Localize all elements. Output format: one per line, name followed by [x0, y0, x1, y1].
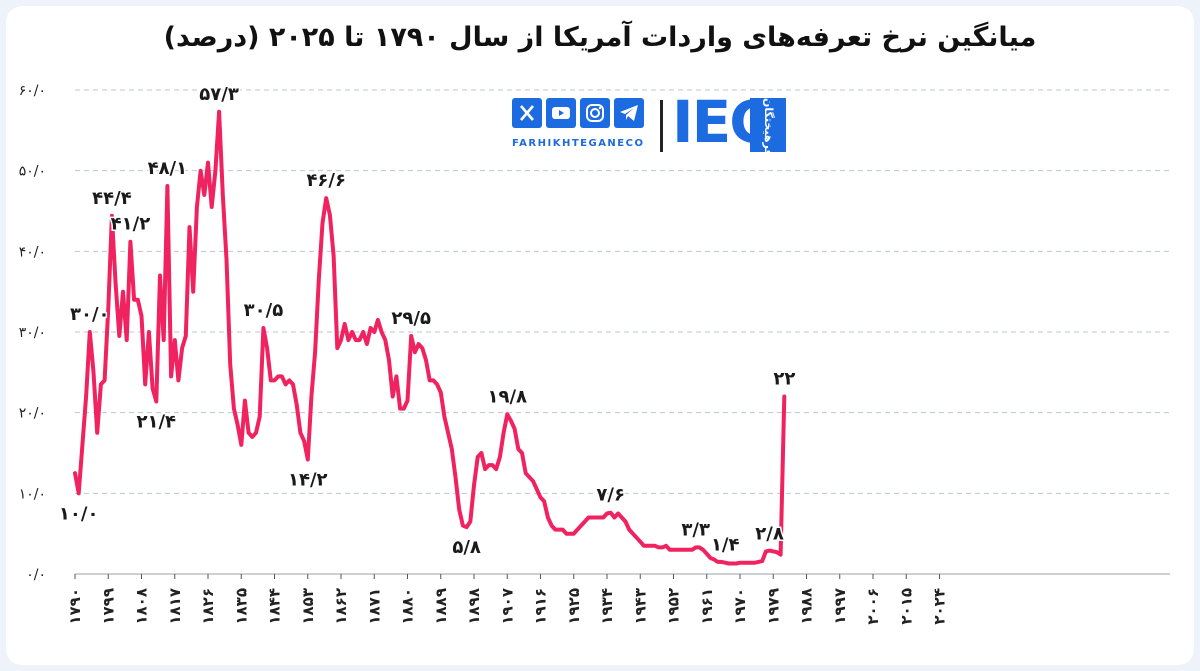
- x-tick-label: ۱۸۱۷: [166, 588, 184, 625]
- y-tick-label: ۰/۰: [26, 567, 46, 583]
- x-tick-label: ۱۹۰۷: [498, 588, 516, 625]
- youtube-icon[interactable]: [546, 98, 576, 128]
- brand-logo: FARHIKHTEGANECO IEC فرهیختگان: [512, 92, 792, 158]
- y-axis-ticks: ۰/۰ ۱۰/۰ ۲۰/۰ ۳۰/۰ ۴۰/۰ ۵۰/۰ ۶۰/۰: [19, 83, 46, 583]
- y-tick-label: ۱۰/۰: [19, 486, 46, 502]
- x-tick-label: ۱۹۶۱: [698, 588, 716, 625]
- chart-title: میانگین نرخ تعرفه‌های واردات آمریکا از س…: [163, 22, 1037, 53]
- data-label: ۷/۶: [596, 485, 625, 506]
- data-label: ۴۸/۱: [148, 158, 188, 179]
- data-labels: ۱۰/۰ ۳۰/۰ ۴۴/۴ ۴۱/۲ ۲۱/۴ ۴۸/۱ ۵۷/۳ ۳۰/۵ ۱۴/۲ ۴۶/۶…: [57, 82, 796, 559]
- x-tick-label: ۲۰۰۶: [864, 588, 882, 625]
- data-label: ۲۹/۵: [391, 308, 431, 329]
- x-tick-label: ۱۹۷۹: [764, 588, 782, 625]
- y-tick-label: ۳۰/۰: [19, 325, 46, 341]
- data-label: ۴۱/۲: [111, 214, 151, 235]
- y-tick-label: ۴۰/۰: [19, 244, 46, 260]
- x-tick-label: ۱۹۹۷: [831, 588, 849, 625]
- x-tick-label: ۲۰۲۴: [931, 588, 949, 625]
- data-label: ۱۰/۰: [59, 503, 99, 524]
- y-tick-label: ۶۰/۰: [19, 83, 46, 99]
- x-tick-label: ۲۰۱۵: [897, 588, 915, 625]
- data-label: ۲/۸: [755, 523, 784, 544]
- x-tick-label: ۱۷۹۰: [66, 588, 84, 625]
- x-icon[interactable]: [512, 98, 542, 128]
- x-tick-label: ۱۸۰۸: [133, 588, 151, 625]
- x-tick-label: ۱۸۴۴: [266, 588, 284, 625]
- instagram-icon[interactable]: [580, 98, 610, 128]
- data-label: ۵۷/۳: [199, 84, 239, 105]
- y-tick-label: ۲۰/۰: [19, 406, 46, 422]
- data-label: ۱/۴: [711, 535, 740, 556]
- x-tick-label: ۱۸۳۵: [232, 588, 250, 625]
- series-path: [73, 109, 787, 566]
- logo-divider: [660, 100, 663, 152]
- data-label: ۱۴/۲: [288, 469, 328, 490]
- telegram-icon[interactable]: [614, 98, 644, 128]
- data-label: ۳۰/۵: [244, 300, 284, 321]
- x-tick-label: ۱۸۸۰: [399, 588, 417, 625]
- x-tick-label: ۱۹۱۶: [532, 588, 550, 625]
- data-label: ۱۹/۸: [487, 386, 527, 407]
- x-tick-label: ۱۸۹۸: [465, 588, 483, 625]
- data-label: ۵/۸: [452, 537, 481, 558]
- x-tick-label: ۱۹۲۵: [565, 588, 583, 625]
- site-name: FARHIKHTEGANECO: [512, 138, 645, 149]
- logo-badge: فرهیختگان: [750, 98, 786, 157]
- x-tick-label: ۱۹۸۸: [798, 588, 816, 625]
- gridlines: [75, 89, 1170, 575]
- y-tick-label: ۵۰/۰: [19, 164, 46, 180]
- x-tick-label: ۱۷۹۹: [99, 588, 117, 625]
- data-label: ۴۶/۶: [306, 170, 346, 191]
- x-tick-label: ۱۹۴۳: [631, 588, 649, 625]
- x-tick-label: ۱۹۵۲: [665, 588, 683, 625]
- x-tick-label: ۱۸۸۹: [432, 588, 450, 625]
- data-label: ۴۴/۴: [92, 188, 132, 209]
- data-label: ۲۱/۴: [137, 411, 177, 432]
- series-line: [73, 109, 787, 566]
- x-tick-label: ۱۸۵۳: [299, 588, 317, 625]
- data-label: ۲۲: [773, 369, 795, 390]
- x-tick-label: ۱۸۲۶: [199, 588, 217, 625]
- x-tick-label: ۱۹۷۰: [731, 588, 749, 625]
- data-label: ۳۰/۰: [70, 304, 110, 325]
- x-tick-label: ۱۸۷۱: [365, 588, 383, 625]
- x-tick-label: ۱۹۳۴: [598, 588, 616, 625]
- x-axis-ticks: ۱۷۹۰ ۱۷۹۹ ۱۸۰۸ ۱۸۱۷ ۱۸۲۶ ۱۸۳۵ ۱۸۴۴ ۱۸۵۳ ۱۸۶۲ ۱۸۷۱…: [66, 574, 949, 625]
- data-label: ۳/۳: [681, 519, 710, 540]
- x-tick-label: ۱۸۶۲: [332, 588, 350, 625]
